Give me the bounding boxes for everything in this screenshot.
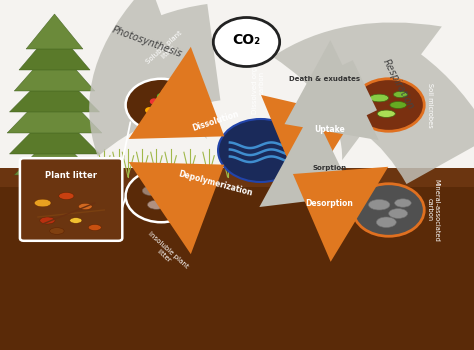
FancyArrowPatch shape bbox=[129, 47, 224, 139]
Polygon shape bbox=[9, 66, 100, 112]
Text: Depolymerization: Depolymerization bbox=[178, 169, 254, 198]
Bar bbox=[0, 177, 474, 350]
Circle shape bbox=[152, 105, 161, 112]
Text: Sorption: Sorption bbox=[312, 165, 346, 171]
FancyArrowPatch shape bbox=[273, 22, 474, 184]
FancyArrowPatch shape bbox=[259, 110, 354, 207]
Ellipse shape bbox=[389, 209, 408, 218]
FancyArrowPatch shape bbox=[129, 162, 224, 254]
Ellipse shape bbox=[147, 200, 165, 209]
Ellipse shape bbox=[393, 91, 408, 98]
Circle shape bbox=[126, 79, 197, 131]
Ellipse shape bbox=[142, 186, 161, 196]
Ellipse shape bbox=[70, 218, 82, 223]
Ellipse shape bbox=[155, 193, 167, 200]
Ellipse shape bbox=[390, 102, 406, 108]
Circle shape bbox=[213, 18, 280, 66]
FancyArrowPatch shape bbox=[261, 95, 354, 198]
Ellipse shape bbox=[370, 94, 389, 102]
Polygon shape bbox=[14, 46, 95, 91]
Text: CO₂: CO₂ bbox=[232, 33, 261, 47]
Ellipse shape bbox=[394, 199, 411, 207]
Polygon shape bbox=[26, 14, 83, 49]
Circle shape bbox=[353, 184, 424, 236]
Circle shape bbox=[145, 107, 154, 113]
Text: Death & exudates: Death & exudates bbox=[289, 76, 360, 82]
Text: Mineral-associated
carbon: Mineral-associated carbon bbox=[427, 178, 439, 241]
Circle shape bbox=[353, 79, 424, 131]
Circle shape bbox=[218, 119, 303, 182]
Ellipse shape bbox=[376, 217, 396, 228]
Text: Uptake: Uptake bbox=[314, 125, 345, 134]
Polygon shape bbox=[19, 28, 90, 70]
Ellipse shape bbox=[164, 185, 178, 193]
Text: Desorption: Desorption bbox=[305, 198, 354, 208]
Ellipse shape bbox=[34, 199, 51, 207]
Ellipse shape bbox=[88, 225, 101, 231]
Circle shape bbox=[150, 98, 158, 105]
Ellipse shape bbox=[50, 228, 64, 234]
Ellipse shape bbox=[160, 193, 176, 202]
Text: Dissolved organic
carbon: Dissolved organic carbon bbox=[252, 52, 265, 114]
Ellipse shape bbox=[369, 199, 390, 210]
Ellipse shape bbox=[59, 193, 74, 200]
Circle shape bbox=[169, 95, 177, 101]
Text: Dissolution: Dissolution bbox=[191, 109, 240, 133]
Polygon shape bbox=[9, 108, 100, 154]
Polygon shape bbox=[14, 133, 95, 175]
Circle shape bbox=[157, 93, 165, 99]
Ellipse shape bbox=[79, 203, 92, 210]
Bar bbox=[0, 0, 474, 177]
Circle shape bbox=[162, 88, 170, 94]
Polygon shape bbox=[7, 84, 102, 133]
Circle shape bbox=[126, 170, 197, 222]
FancyBboxPatch shape bbox=[20, 158, 122, 241]
Text: Soil microbes: Soil microbes bbox=[427, 83, 433, 127]
Text: Respiration: Respiration bbox=[381, 57, 416, 111]
Ellipse shape bbox=[377, 110, 395, 117]
Ellipse shape bbox=[40, 217, 55, 224]
Bar bbox=[49, 166, 60, 180]
Circle shape bbox=[164, 100, 173, 106]
Bar bbox=[0, 168, 474, 187]
FancyArrowPatch shape bbox=[293, 167, 388, 262]
Text: Plant litter: Plant litter bbox=[45, 172, 97, 181]
Circle shape bbox=[171, 104, 180, 110]
Text: Insoluble plant
litter: Insoluble plant litter bbox=[142, 231, 190, 275]
FancyArrowPatch shape bbox=[284, 40, 379, 140]
FancyArrowPatch shape bbox=[89, 0, 220, 156]
Text: Soluble plant
litter: Soluble plant litter bbox=[145, 30, 187, 70]
Text: Photosynthesis: Photosynthesis bbox=[110, 25, 183, 60]
